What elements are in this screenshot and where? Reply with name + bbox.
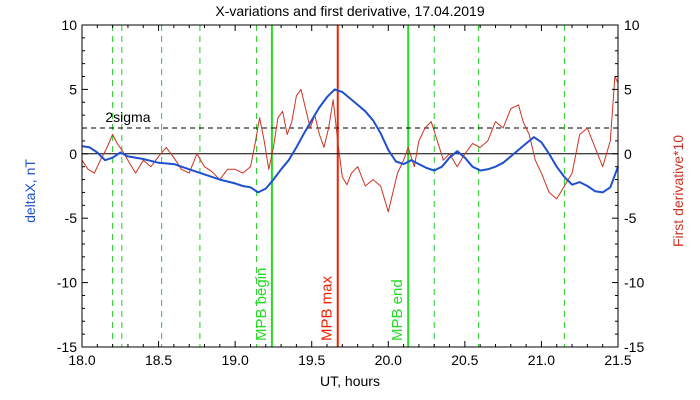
- y-axis-label-right: First derivative*10: [670, 135, 686, 247]
- x-tick-label-2: 19.0: [222, 352, 249, 368]
- x-tick-label-1: 18.5: [145, 352, 172, 368]
- y-tick-label-left-0: 10: [61, 17, 77, 33]
- y-tick-label-right-3: -5: [624, 210, 637, 226]
- x-tick-label-7: 21.5: [604, 352, 631, 368]
- series-group: [81, 76, 619, 213]
- y-tick-label-right-1: 5: [624, 81, 632, 97]
- x-tick-label-5: 20.5: [451, 352, 478, 368]
- chart-title: X-variations and first derivative, 17.04…: [215, 3, 484, 19]
- x-tick-label-0: 18.0: [68, 352, 95, 368]
- y-axis-ticks: 10 10 5 5 0 0 -5 -5 -10 -10 -15 -15: [57, 17, 645, 355]
- y-tick-label-left-1: 5: [69, 81, 77, 97]
- event-label-0: MPB begin: [253, 268, 270, 341]
- x-axis-label: UT, hours: [320, 373, 380, 389]
- x-tick-label-3: 19.5: [298, 352, 325, 368]
- series-line-0: [81, 88, 619, 194]
- y-tick-label-right-5: -15: [624, 339, 644, 355]
- y-tick-label-left-4: -10: [57, 275, 77, 291]
- y-tick-label-right-0: 10: [624, 17, 640, 33]
- minima-markers: [112, 25, 565, 347]
- y-axis-label-left: deltaX, nT: [22, 159, 38, 223]
- event-label-1: MPB max: [319, 275, 336, 341]
- y-tick-label-right-2: 0: [624, 146, 632, 162]
- event-labels: MPB begin MPB max MPB end: [253, 268, 406, 341]
- series-line-1: [81, 76, 619, 213]
- plot-frame: [81, 24, 619, 348]
- y-tick-label-left-3: -5: [65, 210, 78, 226]
- reference-lines: 2sigma: [82, 109, 618, 155]
- event-lines: [270, 25, 410, 347]
- x-axis-ticks: 18.0 18.5 19.0 19.5 20.0 20.5 21.0 21.5: [68, 25, 632, 368]
- event-label-2: MPB end: [389, 279, 406, 341]
- y-tick-label-left-5: -15: [57, 339, 77, 355]
- x-tick-label-6: 21.0: [528, 352, 555, 368]
- reference-label-0: 2sigma: [105, 109, 150, 125]
- x-tick-label-4: 20.0: [375, 352, 402, 368]
- y-tick-label-right-4: -10: [624, 275, 644, 291]
- y-tick-label-left-2: 0: [69, 146, 77, 162]
